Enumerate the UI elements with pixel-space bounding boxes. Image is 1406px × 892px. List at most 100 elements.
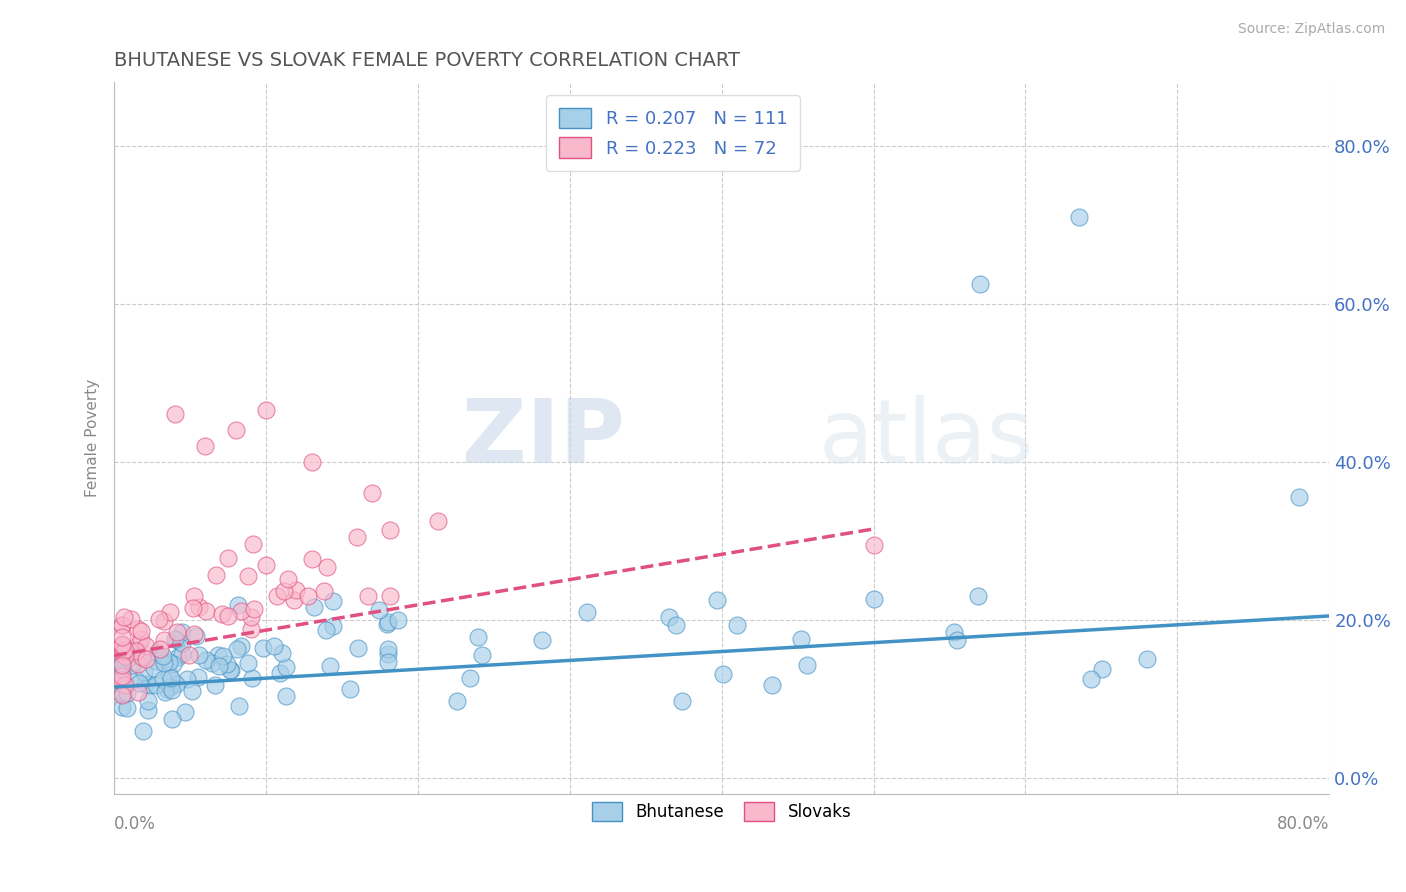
Point bbox=[277, 573, 299, 587]
Point bbox=[111, 673, 134, 688]
Point bbox=[111, 645, 134, 659]
Point bbox=[969, 277, 991, 291]
Point bbox=[367, 603, 389, 617]
Point bbox=[111, 700, 134, 714]
Point bbox=[301, 455, 323, 469]
Point bbox=[188, 599, 211, 614]
Point bbox=[111, 631, 134, 645]
Point bbox=[187, 670, 209, 684]
Point bbox=[254, 558, 277, 573]
Point bbox=[179, 648, 201, 662]
Point bbox=[128, 637, 150, 651]
Point bbox=[111, 638, 134, 652]
Point bbox=[706, 593, 728, 607]
Point bbox=[467, 630, 489, 644]
Point bbox=[862, 538, 884, 552]
Point bbox=[131, 723, 153, 738]
Point bbox=[1288, 491, 1310, 505]
Point bbox=[274, 689, 297, 703]
Point bbox=[145, 654, 167, 668]
Point bbox=[111, 657, 134, 672]
Point bbox=[269, 665, 291, 680]
Point bbox=[346, 530, 368, 544]
Point bbox=[273, 583, 295, 598]
Point bbox=[129, 624, 152, 638]
Point bbox=[183, 589, 205, 603]
Point bbox=[114, 678, 136, 692]
Point bbox=[208, 659, 231, 673]
Point bbox=[145, 645, 167, 659]
Point bbox=[725, 618, 748, 632]
Point bbox=[217, 609, 239, 624]
Point bbox=[170, 624, 193, 639]
Point bbox=[322, 594, 344, 608]
Text: BHUTANESE VS SLOVAK FEMALE POVERTY CORRELATION CHART: BHUTANESE VS SLOVAK FEMALE POVERTY CORRE… bbox=[114, 51, 740, 70]
Point bbox=[319, 659, 342, 673]
Point bbox=[201, 656, 224, 670]
Point bbox=[159, 680, 181, 694]
Point bbox=[135, 640, 157, 654]
Point bbox=[166, 624, 188, 639]
Point bbox=[157, 667, 180, 681]
Text: 80.0%: 80.0% bbox=[1277, 815, 1329, 833]
Point bbox=[377, 647, 399, 661]
Point bbox=[127, 649, 149, 664]
Point bbox=[120, 611, 142, 625]
Point bbox=[170, 635, 193, 649]
Point bbox=[125, 644, 148, 658]
Point bbox=[112, 610, 135, 624]
Point bbox=[301, 551, 323, 566]
Point bbox=[315, 560, 337, 574]
Point bbox=[377, 615, 399, 629]
Point bbox=[240, 622, 263, 636]
Point bbox=[226, 641, 249, 656]
Point bbox=[156, 682, 179, 697]
Point bbox=[378, 589, 401, 603]
Point bbox=[575, 605, 598, 619]
Text: Source: ZipAtlas.com: Source: ZipAtlas.com bbox=[1237, 22, 1385, 37]
Point bbox=[115, 686, 138, 700]
Point bbox=[240, 671, 263, 685]
Point bbox=[219, 663, 242, 677]
Point bbox=[271, 646, 294, 660]
Point bbox=[152, 649, 174, 664]
Point bbox=[446, 694, 468, 708]
Point bbox=[166, 633, 188, 648]
Point bbox=[127, 622, 149, 636]
Point bbox=[863, 591, 886, 606]
Point bbox=[111, 644, 134, 658]
Point bbox=[127, 657, 149, 671]
Point bbox=[111, 685, 134, 699]
Point bbox=[1067, 210, 1090, 224]
Point bbox=[131, 632, 153, 646]
Point bbox=[274, 660, 297, 674]
Point bbox=[114, 648, 136, 663]
Point bbox=[322, 619, 344, 633]
Point bbox=[211, 607, 233, 621]
Point bbox=[152, 672, 174, 686]
Point bbox=[530, 632, 553, 647]
Point bbox=[115, 701, 138, 715]
Point bbox=[236, 656, 259, 670]
Point bbox=[111, 688, 134, 702]
Point bbox=[194, 604, 217, 618]
Point bbox=[194, 439, 217, 453]
Point bbox=[221, 663, 243, 677]
Point bbox=[170, 647, 193, 661]
Point bbox=[153, 685, 176, 699]
Point bbox=[225, 423, 247, 437]
Point bbox=[194, 653, 217, 667]
Point bbox=[377, 641, 399, 656]
Point bbox=[387, 613, 409, 627]
Point bbox=[297, 589, 319, 603]
Point bbox=[121, 657, 143, 672]
Point bbox=[111, 663, 134, 677]
Point bbox=[117, 651, 139, 665]
Point bbox=[226, 598, 249, 612]
Point bbox=[146, 647, 169, 661]
Point bbox=[166, 649, 188, 664]
Point bbox=[266, 589, 288, 603]
Point bbox=[204, 677, 226, 691]
Point bbox=[138, 678, 160, 692]
Point bbox=[205, 567, 228, 582]
